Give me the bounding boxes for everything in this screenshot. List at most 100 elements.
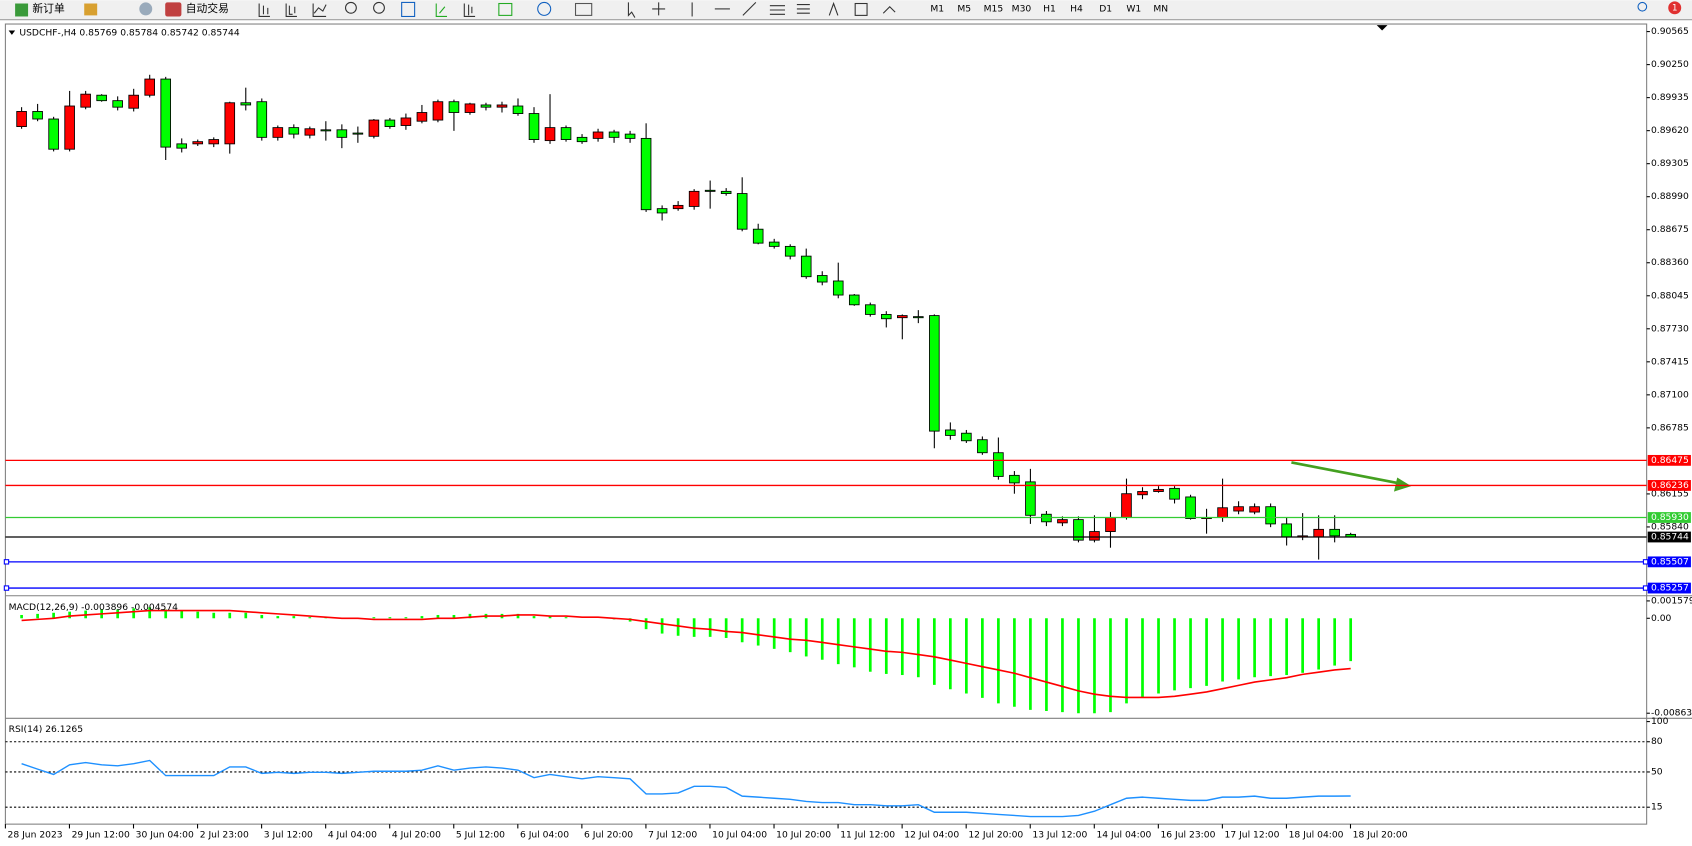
timeframe-button[interactable]: M1: [930, 3, 944, 14]
fibo-icon[interactable]: [796, 4, 810, 14]
autoscroll-icon[interactable]: [435, 3, 448, 18]
shift-icon[interactable]: [463, 3, 476, 18]
candle-body: [832, 280, 844, 296]
x-tick-label: 10 Jul 20:00: [776, 829, 831, 840]
arrow-head[interactable]: [1393, 477, 1412, 492]
level-handle: [3, 559, 10, 565]
candle-body: [352, 132, 364, 135]
templates-icon[interactable]: [574, 2, 593, 16]
indicator-name: MACD(12,26,9): [9, 602, 79, 613]
candle-body: [544, 127, 556, 142]
symbol-menu-arrow[interactable]: [8, 30, 16, 35]
search-icon[interactable]: [1637, 1, 1648, 12]
candle-body: [816, 275, 828, 283]
arrow-shaft[interactable]: [1291, 461, 1398, 485]
shift-marker[interactable]: [1376, 25, 1388, 31]
x-tick-label: 11 Jul 12:00: [840, 829, 895, 840]
rsi-value: 26.1265: [45, 724, 83, 735]
timeframe-button[interactable]: H4: [1070, 3, 1083, 14]
candle-body: [608, 131, 620, 138]
indicators-icon[interactable]: [498, 2, 513, 16]
text-icon[interactable]: [828, 1, 839, 16]
new-order-icon[interactable]: [15, 3, 29, 17]
candle-body: [1025, 481, 1036, 516]
timeframe-button[interactable]: D1: [1099, 3, 1112, 14]
periods-icon[interactable]: [537, 1, 552, 16]
candle-chart-icon[interactable]: [285, 3, 297, 18]
candle-body: [977, 439, 988, 454]
x-tick-label: 7 Jul 12:00: [648, 829, 697, 840]
line-chart-icon[interactable]: [312, 3, 327, 18]
symbol-title: USDCHF-,H4: [19, 27, 76, 38]
y-tick-label: 0.89620: [1651, 125, 1689, 136]
candle-body: [1185, 496, 1196, 519]
trendline-icon[interactable]: [742, 2, 757, 16]
signal-value: -0.004574: [131, 602, 178, 613]
candle-body: [512, 105, 524, 114]
candle-body: [929, 315, 940, 432]
x-tick-label: 14 Jul 04:00: [1096, 829, 1151, 840]
candle-body: [48, 118, 59, 150]
y-tick-label: 80: [1651, 736, 1663, 747]
timeframe-button[interactable]: MN: [1153, 3, 1168, 14]
timeframe-button[interactable]: M5: [957, 3, 971, 14]
new-order-button[interactable]: 新订单: [32, 2, 65, 15]
candle-body: [320, 129, 332, 132]
candle-body: [1089, 531, 1100, 541]
y-tick-label: 0.88360: [1651, 257, 1689, 268]
level-label-box: [1647, 531, 1691, 543]
notification-badge[interactable]: [1668, 1, 1682, 15]
level-label-box: [1647, 480, 1691, 491]
timeframe-button[interactable]: M15: [984, 3, 1004, 14]
candle-body: [480, 104, 492, 108]
y-tick-label: 0.89935: [1651, 92, 1689, 103]
x-tick-label: 4 Jul 20:00: [392, 829, 441, 840]
y-tick-label: 0.88990: [1651, 191, 1689, 202]
timeframe-button[interactable]: W1: [1126, 3, 1141, 14]
candle-body: [224, 102, 236, 145]
x-tick-label: 18 Jul 04:00: [1289, 829, 1344, 840]
candle-body: [576, 136, 588, 143]
auto-trading-icon[interactable]: [165, 2, 182, 17]
candle-body: [1265, 506, 1276, 525]
toolbar-icon[interactable]: [139, 2, 153, 16]
y-tick-label: 0.90565: [1651, 26, 1689, 37]
candle-body: [1217, 507, 1228, 518]
tile-icon[interactable]: [401, 1, 416, 18]
crosshair-icon[interactable]: [652, 2, 666, 16]
auto-trading-button[interactable]: 自动交易: [186, 2, 229, 15]
y-tick-label: 0.86785: [1651, 422, 1689, 433]
candle-body: [528, 113, 540, 140]
arrows-icon[interactable]: [882, 5, 896, 14]
notification-count[interactable]: 1: [1672, 3, 1678, 13]
candle-body: [416, 112, 428, 122]
header-high: 0.85784: [120, 27, 158, 38]
zoom-in-icon[interactable]: [344, 1, 357, 14]
zoom-out-icon[interactable]: [373, 1, 385, 14]
candle-body: [16, 111, 27, 127]
timeframe-button[interactable]: M30: [1012, 3, 1032, 14]
header-open: 0.85769: [79, 27, 117, 38]
candle-body: [384, 119, 396, 127]
x-tick-label: 28 Jun 2023: [8, 829, 63, 840]
toolbar-icon[interactable]: [84, 3, 98, 16]
toolbar-icons[interactable]: [258, 1, 896, 18]
arrow-annotation[interactable]: [1291, 461, 1412, 492]
toolbar: [0, 0, 1692, 20]
candle-body: [993, 452, 1004, 477]
candle-body: [288, 127, 300, 135]
y-tick-label: 0.86155: [1651, 488, 1689, 499]
candle-body: [560, 127, 572, 140]
label-icon[interactable]: [854, 2, 868, 16]
x-tick-label: 5 Jul 12:00: [456, 829, 505, 840]
timeframe-button[interactable]: H1: [1043, 3, 1056, 14]
bar-chart-icon[interactable]: [258, 3, 270, 18]
candle-body: [464, 103, 476, 113]
cursor-icon[interactable]: [627, 2, 636, 18]
candle-body: [1057, 519, 1068, 524]
channel-icon[interactable]: [769, 5, 785, 15]
candle-body: [913, 316, 924, 319]
candle-body: [848, 294, 860, 306]
candle-body: [336, 129, 348, 138]
y-tick-label: -0.008633: [1651, 708, 1692, 719]
